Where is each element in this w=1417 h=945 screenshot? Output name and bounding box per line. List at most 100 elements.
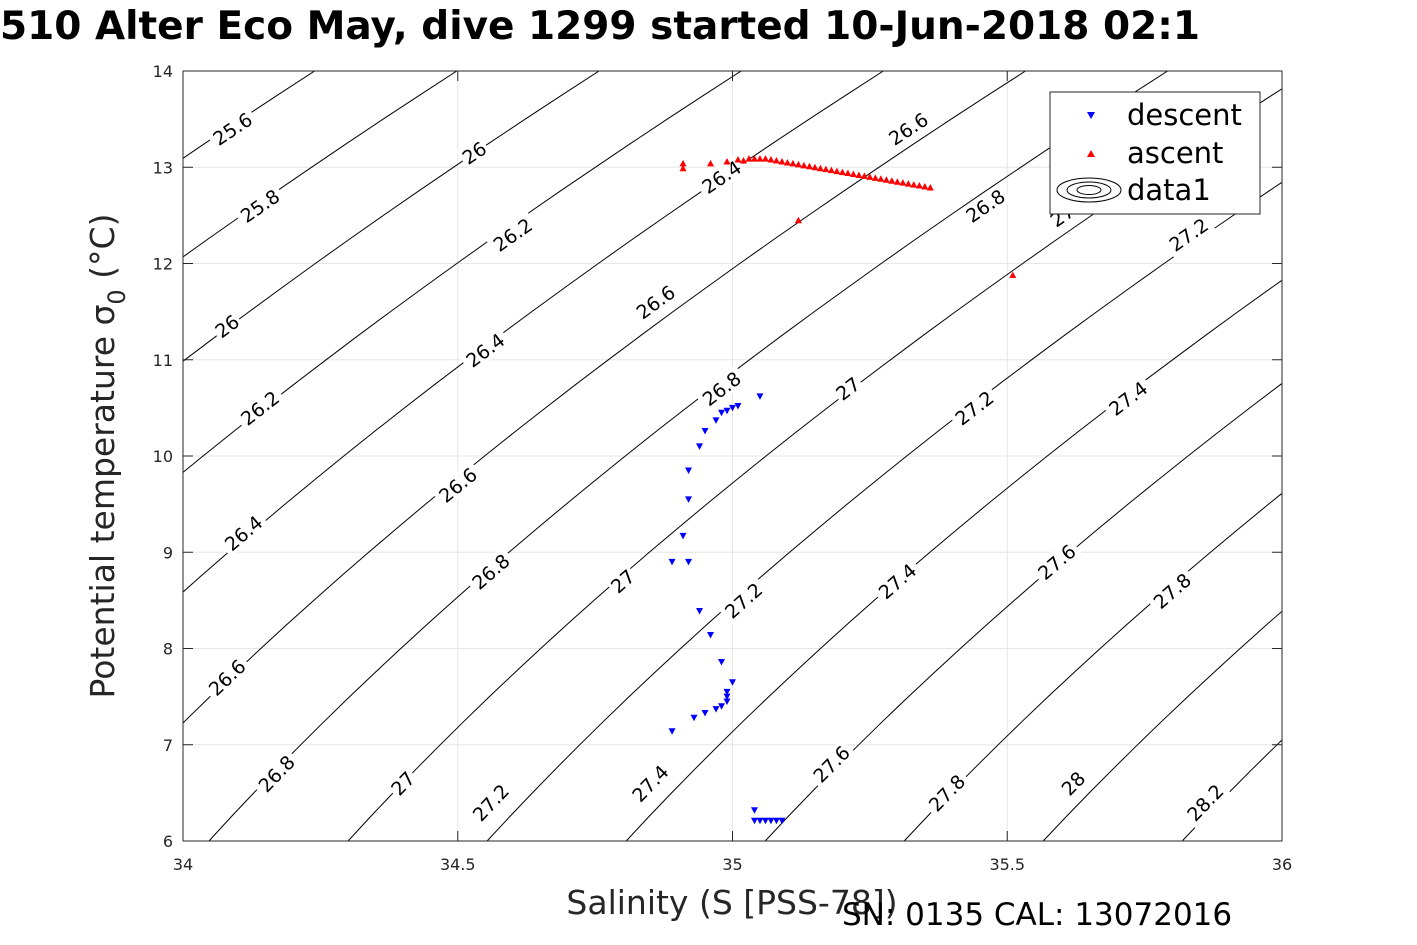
contour-label-bg [385,765,421,802]
ascent-point [789,159,797,167]
descent-point [778,817,786,825]
contour-label-bg [485,211,540,258]
contour-label-bg [958,182,1013,230]
x-tick-label: 34.5 [440,855,476,874]
ascent-point [838,168,846,176]
ascent-point [811,163,819,171]
descent-point [756,393,764,400]
contour-line [486,181,1282,841]
contour-label-bg [456,135,492,170]
descent-point [696,607,704,615]
ascent-point [679,164,687,172]
ascent-point [739,157,747,164]
ascent-point [833,167,841,175]
ascent-point [910,181,918,188]
contour-line [764,382,1282,841]
contour-label-bg [464,546,517,597]
y-axis-label-main: Potential temperature σ [83,305,122,699]
descent-point [696,443,704,450]
ascent-point [734,156,742,163]
contour-label-bg [624,757,676,809]
ascent-point [723,157,731,165]
ascent-point [893,178,901,185]
contour-label-bg [233,182,287,230]
contour-label-bg [1055,765,1091,801]
contour-label-bg [205,105,260,152]
ascent-point [805,162,813,170]
ascent-point [761,155,769,162]
ascent-point [915,182,923,189]
ascent-point [899,179,907,186]
descent-point [750,817,758,825]
contour-label-bg [694,153,749,201]
x-tick-label: 34 [173,855,193,874]
ascent-point [800,161,808,169]
ascent-point [1009,271,1017,279]
contour-label-bg [805,738,857,790]
ascent-point [767,156,775,163]
serial-calibration-footer: SN: 0135 CAL: 13072016 [842,897,1233,933]
ascent-point [745,155,753,162]
legend-contour-label: data1 [1127,173,1211,207]
descent-point [723,693,731,701]
contour-label-bg [251,747,302,800]
ascent-point [921,183,929,190]
descent-point [761,817,769,825]
contour-line [183,71,458,258]
descent-point [685,467,693,474]
ascent-point [756,155,764,162]
chart-title: 510 Alter Eco May, dive 1299 started 10-… [0,4,1200,49]
data-markers [668,155,1017,825]
descent-point [729,404,736,412]
contour-label-bg [921,767,973,819]
y-axis-label-subscript: 0 [103,289,131,304]
descent-point [685,496,693,503]
y-axis-label-spacer [83,279,122,290]
x-tick-label: 35.5 [989,855,1025,874]
y-tick-label: 7 [163,736,173,755]
y-tick-label: 14 [153,62,173,81]
legend-box [1049,91,1261,215]
ascent-point [888,177,896,184]
contour-label-bg [881,105,936,152]
contour-label-bg [431,460,485,510]
descent-point [679,532,687,540]
contour-label-bg [465,776,516,829]
descent-point [668,558,676,566]
descent-point [767,817,775,825]
legend-ascent-label: ascent [1127,136,1223,170]
y-tick-label: 8 [163,640,173,659]
y-tick-label: 6 [163,832,173,851]
contour-label-bg [1101,374,1155,423]
contour-line [625,279,1282,841]
contour-label-bg [947,383,1001,432]
descent-point [668,728,676,735]
ascent-point [866,173,874,180]
ascent-point [822,165,830,173]
contour-label-bg [233,383,287,432]
ascent-point [871,174,879,181]
legend-contour-icon [1056,177,1122,203]
contour-label-bg [604,563,641,599]
contour-line [1042,610,1282,841]
contour-label-bg [1030,537,1083,587]
ascent-point [816,164,824,172]
ascent-point [844,169,852,177]
contour-label-bg [871,556,924,606]
x-tick-label: 35 [722,855,742,874]
ascent-point [679,159,687,167]
legend-ascent-marker [1087,150,1095,157]
ascent-point [882,176,890,183]
contour-label-bg [717,575,770,626]
contour-label-bg [209,308,245,344]
contour-line [903,492,1282,841]
descent-point [723,698,731,705]
ascent-point [827,166,835,174]
contour-label-bg [628,278,683,326]
descent-point [707,632,715,639]
contour-label-bg [830,371,866,406]
ascent-point [877,175,885,182]
y-tick-label: 9 [163,543,173,562]
ascent-point [904,180,912,187]
